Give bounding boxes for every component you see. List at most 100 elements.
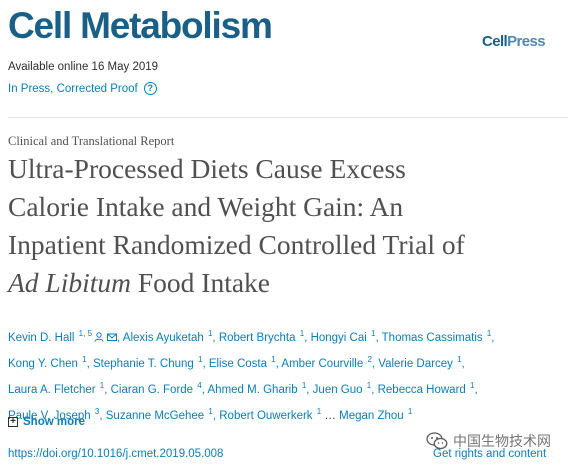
author-separator: , xyxy=(99,410,106,422)
journal-title[interactable]: Cell Metabolism xyxy=(8,5,273,46)
author-name[interactable]: Robert Ouwerkerk xyxy=(219,410,313,422)
author-separator: , xyxy=(201,384,208,396)
author-link[interactable]: Thomas Cassimatis 1 xyxy=(381,329,492,344)
author-name[interactable]: Paule V. Joseph xyxy=(8,410,91,422)
author-affiliation: 1 xyxy=(470,381,475,390)
show-more-button[interactable]: + Show more xyxy=(8,416,85,428)
author-link[interactable]: Elise Costa 1 xyxy=(208,355,276,370)
author-link[interactable]: Valerie Darcey 1 xyxy=(378,355,462,370)
cellpress-logo-press: Press xyxy=(507,33,545,50)
author-affiliation: 1 xyxy=(271,355,276,364)
author-separator: , xyxy=(212,332,219,344)
author-name[interactable]: Megan Zhou xyxy=(339,410,404,422)
author-link[interactable]: Rebecca Howard 1 xyxy=(377,381,475,396)
doi-link[interactable]: https://doi.org/10.1016/j.cmet.2019.05.0… xyxy=(8,448,224,460)
author-affiliation: 1 xyxy=(301,381,307,390)
author-link[interactable]: Robert Ouwerkerk 1 xyxy=(219,407,322,422)
author-separator: , xyxy=(371,384,378,396)
author-name[interactable]: Suzanne McGehee xyxy=(105,410,205,422)
title-line-4: Ad Libitum Food Intake xyxy=(8,264,564,302)
author-separator: , xyxy=(474,384,478,396)
question-circle-icon[interactable]: ? xyxy=(143,82,157,95)
author-link[interactable]: Alexis Ayuketah 1 xyxy=(122,329,213,344)
author-name[interactable]: Hongyi Cai xyxy=(310,332,367,344)
author-name[interactable]: Juen Guo xyxy=(312,384,363,396)
author-name[interactable]: Amber Courville xyxy=(281,358,364,370)
author-name[interactable]: Kevin D. Hall xyxy=(8,332,75,344)
cellpress-logo-cell: Cell xyxy=(482,33,508,50)
author-affiliation: 1 xyxy=(299,329,305,338)
author-link[interactable]: Amber Courville 2 xyxy=(281,355,372,370)
authors-ellipsis: … xyxy=(324,410,336,422)
author-affiliation: 1 xyxy=(366,381,372,390)
author-affiliation: 2 xyxy=(367,355,372,364)
title-line-3: Inpatient Randomized Controlled Trial of xyxy=(8,229,465,260)
author-affiliation: 1 xyxy=(82,355,87,364)
author-name[interactable]: Alexis Ayuketah xyxy=(122,332,204,344)
header-divider xyxy=(8,117,568,118)
article-type: Clinical and Translational Report xyxy=(8,134,175,148)
author-affiliation: 1, 5 xyxy=(78,329,93,338)
author-affiliation: 1 xyxy=(457,355,462,364)
author-link[interactable]: Ahmed M. Gharib 1 xyxy=(207,381,307,396)
mail-icon[interactable] xyxy=(107,332,118,342)
author-link[interactable]: Suzanne McGehee 1 xyxy=(105,407,213,422)
author-separator: , xyxy=(371,358,379,370)
author-name[interactable]: Valerie Darcey xyxy=(378,358,453,370)
article-title: Ultra-Processed Diets Cause Excess Calor… xyxy=(8,150,564,302)
author-affiliation: 1 xyxy=(99,381,105,390)
author-link[interactable]: Stephanie T. Chung 1 xyxy=(92,355,203,370)
author-separator: , xyxy=(306,384,313,396)
wechat-icon xyxy=(426,432,448,450)
author-affiliation: 3 xyxy=(94,407,100,416)
author-name[interactable]: Ahmed M. Gharib xyxy=(207,384,298,396)
author-separator: , xyxy=(304,332,311,344)
author-link[interactable]: Megan Zhou 1 xyxy=(339,407,413,422)
author-affiliation: 1 xyxy=(208,407,213,416)
title-line-4-rest: Food Intake xyxy=(131,267,271,298)
author-link[interactable]: Kong Y. Chen 1 xyxy=(8,355,87,370)
author-link[interactable]: Laura A. Fletcher 1 xyxy=(8,381,105,396)
author-separator: , xyxy=(491,332,495,344)
author-separator: , xyxy=(375,332,382,344)
author-link[interactable]: Paule V. Joseph 3 xyxy=(8,407,100,422)
author-name[interactable]: Rebecca Howard xyxy=(377,384,466,396)
author-name[interactable]: Laura A. Fletcher xyxy=(8,384,96,396)
author-name[interactable]: Stephanie T. Chung xyxy=(92,358,194,370)
author-affiliation: 1 xyxy=(407,407,413,416)
author-name[interactable]: Elise Costa xyxy=(208,358,267,370)
title-line-1: Ultra-Processed Diets Cause Excess xyxy=(8,153,406,184)
author-name[interactable]: Thomas Cassimatis xyxy=(381,332,483,344)
plus-icon: + xyxy=(8,417,18,427)
author-link[interactable]: Robert Brychta 1 xyxy=(218,329,305,344)
title-line-2: Calorie Intake and Weight Gain: An xyxy=(8,191,404,222)
person-icon[interactable] xyxy=(94,332,104,342)
show-more-label[interactable]: Show more xyxy=(23,416,85,428)
author-link[interactable]: Kevin D. Hall 1, 5 xyxy=(8,329,118,344)
author-affiliation: 4 xyxy=(197,381,202,390)
author-affiliation: 1 xyxy=(371,329,376,338)
author-affiliation: 1 xyxy=(207,329,213,338)
author-separator: , xyxy=(104,384,111,396)
author-name[interactable]: Robert Brychta xyxy=(218,332,296,344)
author-affiliation: 1 xyxy=(486,329,492,338)
in-press-label[interactable]: In Press, Corrected Proof xyxy=(8,82,138,95)
cellpress-logo[interactable]: CellPress xyxy=(482,33,546,50)
author-separator: , xyxy=(275,358,282,370)
rights-link[interactable]: Get rights and content xyxy=(433,448,547,460)
author-name[interactable]: Kong Y. Chen xyxy=(8,358,78,370)
author-link[interactable]: Hongyi Cai 1 xyxy=(310,329,376,344)
author-affiliation: 1 xyxy=(197,355,203,364)
author-separator: , xyxy=(202,358,209,370)
watermark-text: 中国生物技术网 xyxy=(453,433,551,449)
author-link[interactable]: Juen Guo 1 xyxy=(312,381,372,396)
in-press-link[interactable]: In Press, Corrected Proof ? xyxy=(8,82,157,95)
author-separator: , xyxy=(461,358,465,370)
author-link[interactable]: Ciaran G. Forde 4 xyxy=(110,381,202,396)
author-separator: , xyxy=(212,410,220,422)
title-italic-phrase: Ad Libitum xyxy=(8,267,131,298)
author-name[interactable]: Ciaran G. Forde xyxy=(110,384,194,396)
author-contact-icons xyxy=(94,332,118,342)
author-affiliation: 1 xyxy=(316,407,322,416)
author-list: Kevin D. Hall 1, 5, Alexis Ayuketah 1, R… xyxy=(8,323,560,427)
